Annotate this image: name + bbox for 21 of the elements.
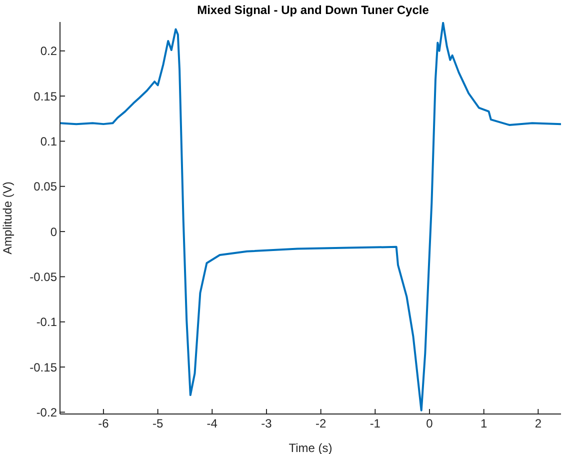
line-series	[60, 22, 561, 412]
y-tick-label: -0.05	[30, 270, 58, 284]
y-tick-label: -0.15	[30, 360, 58, 374]
x-tick-label: -4	[206, 416, 218, 431]
y-tick-label: 0.2	[40, 44, 58, 58]
x-tick-label: 0	[426, 416, 434, 431]
x-tick-label: -5	[152, 416, 164, 431]
y-tick-label: -0.2	[36, 405, 58, 420]
x-tick-label: -6	[98, 416, 110, 431]
x-tick-label: 2	[534, 416, 542, 431]
y-tick-label: 0.05	[34, 180, 58, 194]
x-tick-label: -2	[315, 416, 326, 431]
y-tick-label: 0.1	[40, 134, 58, 148]
y-tick-label: 0	[50, 224, 58, 239]
x-tick-label: -1	[370, 416, 381, 431]
chart-title: Mixed Signal - Up and Down Tuner Cycle	[196, 3, 430, 17]
y-axis-title: Amplitude (V)	[0, 182, 14, 254]
y-tick-label: -0.1	[36, 315, 58, 330]
y-tick-label: 0.15	[34, 89, 58, 104]
x-tick-label: -3	[261, 416, 272, 431]
x-tick-label: 1	[480, 416, 488, 431]
